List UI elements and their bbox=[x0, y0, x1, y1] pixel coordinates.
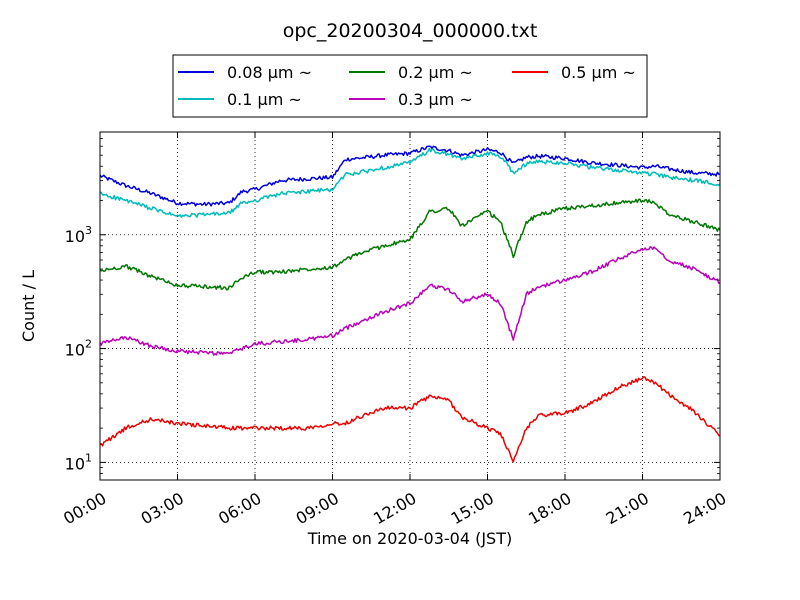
legend-label: 0.2 μm ~ bbox=[398, 63, 473, 82]
series-lines bbox=[99, 145, 721, 463]
series-line bbox=[99, 145, 721, 207]
legend-label: 0.3 μm ~ bbox=[398, 90, 473, 109]
x-axis-label: Time on 2020-03-04 (JST) bbox=[307, 529, 512, 548]
y-axis-label: Count / L bbox=[19, 270, 38, 342]
y-tick-label: 102 bbox=[65, 338, 92, 360]
y-tick-label: 101 bbox=[65, 451, 92, 473]
legend-label: 0.08 μm ~ bbox=[227, 63, 312, 82]
grid bbox=[99, 132, 721, 480]
legend-box bbox=[172, 54, 648, 118]
legend-label: 0.1 μm ~ bbox=[227, 90, 302, 109]
series-line bbox=[99, 147, 721, 218]
series-line bbox=[99, 198, 721, 291]
series-line bbox=[99, 376, 721, 463]
legend-label: 0.5 μm ~ bbox=[561, 63, 636, 82]
y-tick-label: 103 bbox=[65, 224, 92, 246]
chart-title: opc_20200304_000000.txt bbox=[283, 20, 538, 42]
legend: 0.08 μm ~ 0.1 μm ~ 0.2 μm ~ 0.3 μm ~ 0.5 μm … bbox=[172, 54, 648, 118]
series-line bbox=[99, 246, 721, 356]
